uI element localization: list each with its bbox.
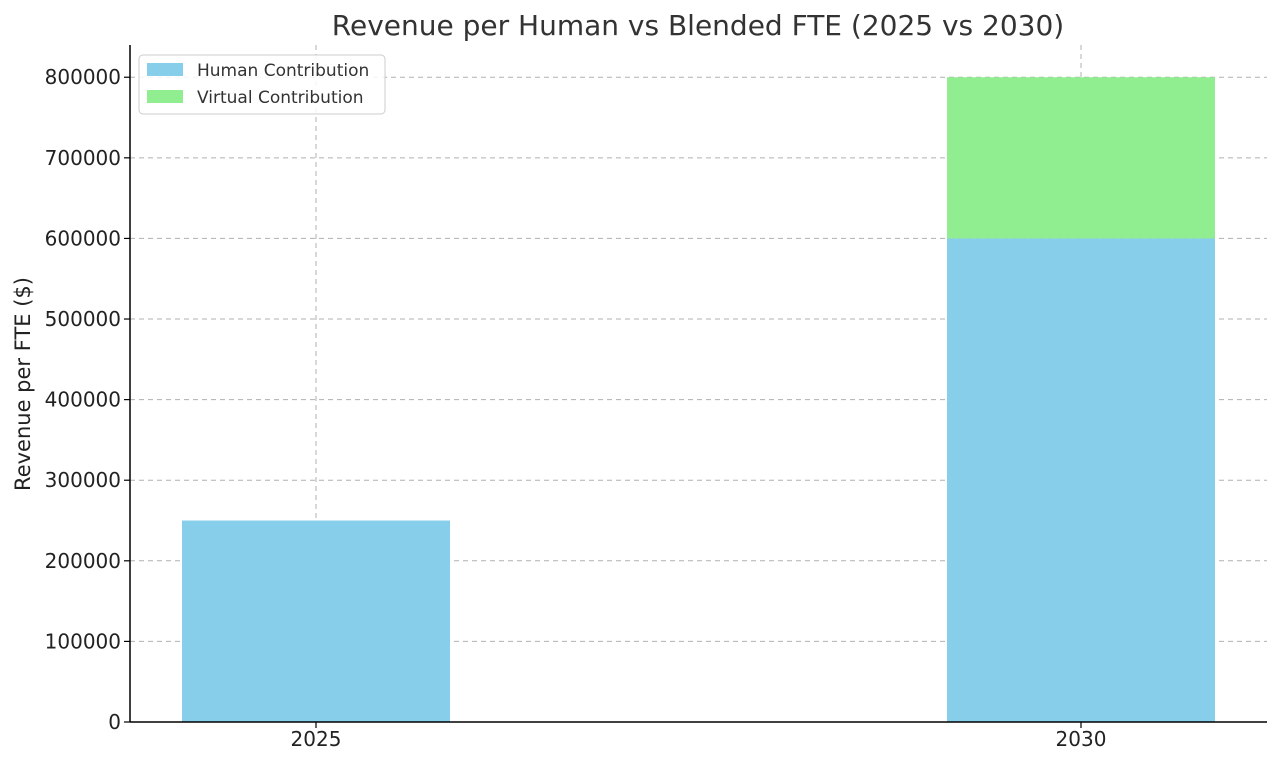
- x-tick-label-1: 2030: [1056, 727, 1107, 751]
- y-tick-label-4: 400000: [45, 388, 121, 412]
- legend-swatch-1: [147, 90, 183, 103]
- legend-label-0: Human Contribution: [197, 61, 369, 81]
- y-tick-label-6: 600000: [45, 226, 121, 250]
- y-tick-label-5: 500000: [45, 307, 121, 331]
- legend-swatch-0: [147, 63, 183, 76]
- bars: [182, 77, 1215, 722]
- bar-2025-human-contribution: [182, 520, 450, 722]
- legend-label-1: Virtual Contribution: [197, 88, 364, 108]
- y-axis-label: Revenue per FTE ($): [11, 277, 35, 491]
- legend: Human Contribution Virtual Contribution: [138, 54, 386, 115]
- y-tick-label-0: 0: [108, 710, 121, 734]
- bar-2030-human-contribution: [947, 238, 1215, 722]
- y-tick-label-7: 700000: [45, 146, 121, 170]
- chart-title: Revenue per Human vs Blended FTE (2025 v…: [332, 9, 1064, 42]
- y-tick-label-1: 100000: [45, 629, 121, 653]
- y-ticks: 0 100000 200000 300000 400000 500000 600000 700…: [45, 65, 130, 734]
- y-tick-label-8: 800000: [45, 65, 121, 89]
- bar-2030-virtual-contribution: [947, 77, 1215, 239]
- y-tick-label-3: 300000: [45, 468, 121, 492]
- y-tick-label-2: 200000: [45, 549, 121, 573]
- legend-box: [138, 54, 386, 115]
- x-ticks: 2025 2030: [291, 722, 1107, 751]
- x-tick-label-0: 2025: [291, 727, 342, 751]
